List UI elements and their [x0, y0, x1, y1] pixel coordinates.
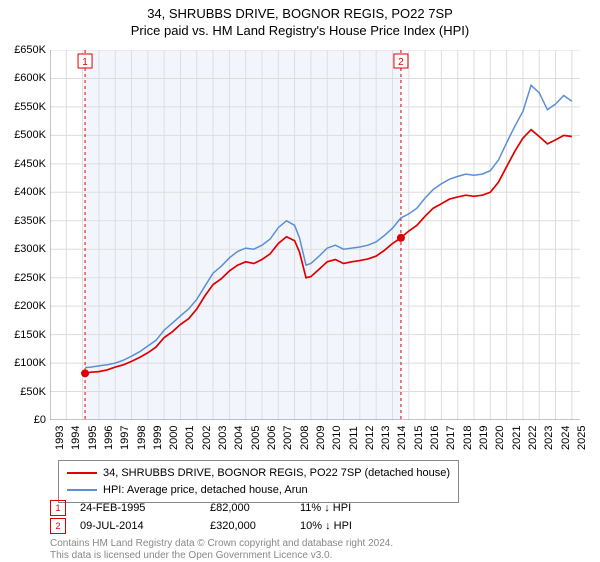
legend-swatch-1: [67, 472, 97, 474]
footnote-line1: Contains HM Land Registry data © Crown c…: [50, 538, 393, 550]
legend-row-1: 34, SHRUBBS DRIVE, BOGNOR REGIS, PO22 7S…: [67, 465, 450, 482]
x-tick-label: 2020: [494, 426, 506, 450]
svg-text:2: 2: [398, 57, 404, 68]
y-tick-label: £450K: [14, 158, 46, 170]
x-tick-label: 2003: [217, 426, 229, 450]
legend-row-2: HPI: Average price, detached house, Arun: [67, 482, 450, 499]
y-tick-label: £100K: [14, 357, 46, 369]
chart-title: 34, SHRUBBS DRIVE, BOGNOR REGIS, PO22 7S…: [0, 0, 600, 40]
x-tick-label: 2008: [299, 426, 311, 450]
x-tick-label: 2017: [445, 426, 457, 450]
y-tick-label: £350K: [14, 215, 46, 227]
y-tick-label: £50K: [20, 386, 46, 398]
x-axis: 1993 1994 1995 1996 1997 1998 1999 2000 2001 2002…: [50, 420, 580, 460]
sale-diff: 10% ↓ HPI: [300, 520, 400, 532]
x-tick-label: 2007: [282, 426, 294, 450]
y-tick-label: £300K: [14, 243, 46, 255]
legend: 34, SHRUBBS DRIVE, BOGNOR REGIS, PO22 7S…: [58, 460, 459, 503]
legend-label-1: 34, SHRUBBS DRIVE, BOGNOR REGIS, PO22 7S…: [103, 465, 450, 482]
plot-area: 12: [50, 50, 580, 420]
sale-marker-box: 1: [50, 500, 66, 516]
y-tick-label: £650K: [14, 44, 46, 56]
y-tick-label: £550K: [14, 101, 46, 113]
x-tick-label: 1997: [119, 426, 131, 450]
x-tick-label: 2012: [364, 426, 376, 450]
sale-price: £320,000: [210, 520, 300, 532]
x-tick-label: 2022: [527, 426, 539, 450]
x-tick-label: 2001: [184, 426, 196, 450]
y-tick-label: £0: [34, 414, 46, 426]
x-tick-label: 2013: [380, 426, 392, 450]
y-tick-label: £250K: [14, 272, 46, 284]
svg-text:1: 1: [82, 57, 88, 68]
x-tick-label: 2023: [543, 426, 555, 450]
title-line2: Price paid vs. HM Land Registry's House …: [0, 23, 600, 40]
legend-label-2: HPI: Average price, detached house, Arun: [103, 482, 308, 499]
x-tick-label: 2010: [331, 426, 343, 450]
y-axis: £0£50K£100K£150K£200K£250K£300K£350K£400…: [0, 50, 48, 420]
x-tick-label: 1993: [54, 426, 66, 450]
x-tick-label: 2018: [462, 426, 474, 450]
x-tick-label: 2014: [396, 426, 408, 450]
y-tick-label: £150K: [14, 329, 46, 341]
sale-row: 2 09-JUL-2014£320,00010% ↓ HPI: [50, 518, 400, 534]
x-tick-label: 1996: [103, 426, 115, 450]
legend-swatch-2: [67, 489, 97, 491]
x-tick-label: 1999: [152, 426, 164, 450]
y-tick-label: £600K: [14, 72, 46, 84]
sale-diff: 11% ↓ HPI: [300, 502, 400, 514]
x-tick-label: 1995: [87, 426, 99, 450]
sale-marker-box: 2: [50, 518, 66, 534]
y-tick-label: £400K: [14, 186, 46, 198]
sale-row: 1 24-FEB-1995£82,00011% ↓ HPI: [50, 500, 400, 516]
x-tick-label: 2019: [478, 426, 490, 450]
title-line1: 34, SHRUBBS DRIVE, BOGNOR REGIS, PO22 7S…: [0, 6, 600, 23]
plot-svg: 12: [50, 50, 580, 420]
footnote-line2: This data is licensed under the Open Gov…: [50, 550, 393, 562]
x-tick-label: 2000: [168, 426, 180, 450]
chart-container: 34, SHRUBBS DRIVE, BOGNOR REGIS, PO22 7S…: [0, 0, 600, 560]
x-tick-label: 2021: [511, 426, 523, 450]
x-tick-label: 2005: [250, 426, 262, 450]
sales-table: 1 24-FEB-1995£82,00011% ↓ HPI 2 09-JUL-2014…: [50, 500, 400, 536]
x-tick-label: 2025: [576, 426, 588, 450]
x-tick-label: 1994: [70, 426, 82, 450]
x-tick-label: 2009: [315, 426, 327, 450]
sale-date: 24-FEB-1995: [80, 502, 210, 514]
x-tick-label: 2006: [266, 426, 278, 450]
x-tick-label: 2011: [348, 426, 360, 450]
footnote: Contains HM Land Registry data © Crown c…: [50, 538, 393, 562]
sale-price: £82,000: [210, 502, 300, 514]
x-tick-label: 2016: [429, 426, 441, 450]
sale-date: 09-JUL-2014: [80, 520, 210, 532]
x-tick-label: 2024: [560, 426, 572, 450]
x-tick-label: 2015: [413, 426, 425, 450]
x-tick-label: 1998: [136, 426, 148, 450]
x-tick-label: 2004: [233, 426, 245, 450]
y-tick-label: £500K: [14, 129, 46, 141]
x-tick-label: 2002: [201, 426, 213, 450]
y-tick-label: £200K: [14, 300, 46, 312]
